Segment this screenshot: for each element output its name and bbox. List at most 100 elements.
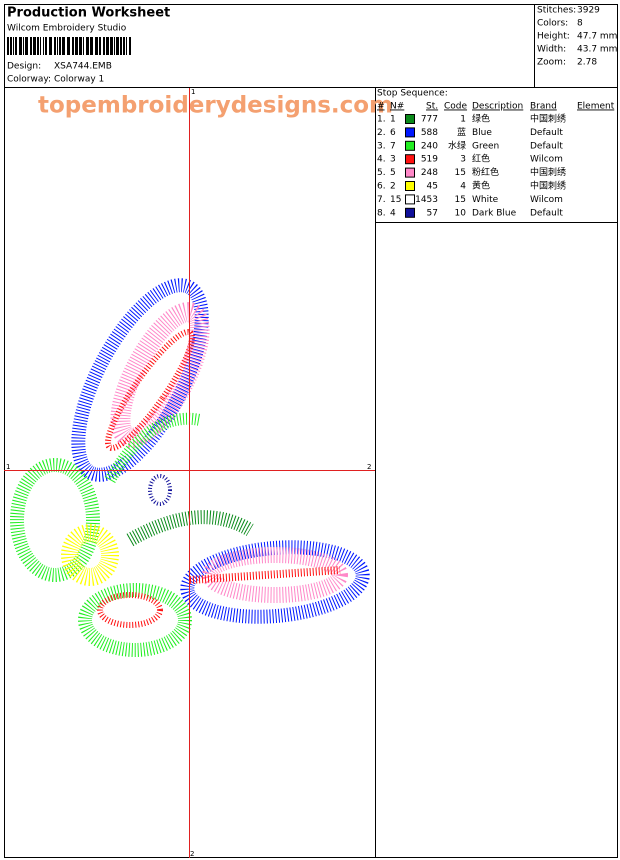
barcode-bar [72, 37, 74, 55]
design-label: Design: [7, 62, 41, 72]
cell-code: 15 [455, 195, 466, 205]
embroidery [10, 278, 370, 657]
cell-description: Blue [472, 128, 492, 138]
watermark: topembroiderydesigns.com [38, 93, 393, 119]
colorway-value: Colorway 1 [54, 75, 104, 85]
cell-n: 2 [390, 182, 396, 192]
color-swatch [405, 154, 415, 165]
barcode-bar [33, 37, 36, 55]
barcode-bar [75, 37, 78, 55]
cell-description: 黄色 [472, 180, 490, 192]
cell-description: Green [472, 141, 499, 151]
stat-value: 8 [577, 19, 583, 29]
cell-n: 3 [390, 155, 396, 165]
stat-value: 47.7 mm [577, 32, 617, 42]
cell-n: 6 [390, 128, 396, 138]
outer-border [4, 4, 618, 858]
barcode-bar [15, 37, 17, 55]
barcode-bar [86, 37, 89, 55]
cell-brand: 中国刺绣 [530, 113, 566, 125]
cell-brand: Default [530, 128, 563, 138]
barcode-bar [95, 37, 98, 55]
cell-st: 248 [421, 168, 438, 178]
stat-label: Zoom: [537, 58, 566, 68]
stat-label: Height: [537, 32, 570, 42]
title: Production Worksheet [7, 6, 170, 21]
cell-description: Dark Blue [472, 208, 517, 218]
marker-bottom: 2 [190, 850, 194, 858]
barcode-bar [99, 37, 101, 55]
stop-sequence-table: # N# St. Code Description Brand Element 1. 1 777 1… [377, 102, 615, 219]
barcode-bar [120, 37, 122, 55]
colorway-label: Colorway: [7, 75, 51, 85]
color-swatch [405, 167, 415, 178]
color-swatch [405, 114, 415, 124]
barcode-bar [110, 37, 113, 55]
barcode-bar [13, 37, 14, 55]
cell-num: 4. [377, 155, 386, 165]
cell-n: 4 [390, 208, 396, 218]
marker-left: 1 [6, 463, 10, 471]
column-header: Brand [530, 102, 557, 112]
barcode-bar [30, 37, 32, 55]
cell-num: 3. [377, 141, 386, 151]
stat-value: 2.78 [577, 58, 597, 68]
barcode-bar [7, 37, 9, 55]
stat-value: 43.7 mm [577, 45, 617, 55]
cell-description: 红色 [472, 153, 490, 165]
cell-description: White [472, 195, 499, 205]
barcode-bar [49, 37, 52, 55]
cell-st: 1453 [415, 195, 438, 205]
barcode-bar [106, 37, 109, 55]
color-swatch [405, 207, 415, 218]
cell-st: 519 [421, 155, 438, 165]
cell-brand: 中国刺绣 [530, 180, 566, 192]
cell-num: 1. [377, 115, 386, 125]
column-header: N# [390, 102, 404, 112]
stat-value: 3929 [577, 6, 600, 16]
cell-num: 7. [377, 195, 386, 205]
barcode-bar [45, 37, 47, 55]
cell-code: 15 [455, 168, 466, 178]
cell-st: 588 [421, 128, 438, 138]
cell-code: 4 [460, 182, 466, 192]
column-header: # [377, 102, 385, 112]
subtitle: Wilcom Embroidery Studio [7, 24, 127, 34]
cell-st: 240 [421, 141, 438, 151]
marker-top: 1 [191, 88, 195, 96]
barcode-bar [67, 37, 70, 55]
design-value: XSA744.EMB [54, 62, 112, 72]
cell-st: 45 [427, 182, 438, 192]
cell-code: 10 [455, 208, 467, 218]
barcode-bar [43, 37, 44, 55]
cell-st: 57 [427, 208, 438, 218]
cell-num: 2. [377, 128, 386, 138]
cell-description: 绿色 [472, 113, 490, 125]
barcode-bar [57, 37, 58, 55]
cell-brand: Wilcom [530, 155, 563, 165]
cell-n: 15 [390, 195, 401, 205]
barcode-bar [25, 37, 28, 55]
barcode-bar [123, 37, 125, 55]
barcode-bar [129, 37, 131, 55]
cell-description: 粉红色 [472, 166, 499, 178]
cell-brand: Wilcom [530, 195, 563, 205]
cell-n: 1 [390, 115, 396, 125]
stat-label: Width: [537, 45, 566, 55]
cell-num: 5. [377, 168, 386, 178]
color-swatch [405, 140, 415, 151]
barcode-bar [23, 37, 24, 55]
barcode-bar [10, 37, 12, 55]
barcode-bar [116, 37, 119, 55]
barcode-bar [79, 37, 82, 55]
barcode-bar [83, 37, 84, 55]
cell-brand: Default [530, 141, 563, 151]
stats: Stitches: 3929 Colors: 8 Height: 47.7 mm Width… [537, 6, 617, 68]
marker-right: 2 [367, 463, 371, 471]
column-header: St. [426, 102, 438, 112]
barcode [7, 37, 131, 55]
cell-num: 6. [377, 182, 386, 192]
barcode-bar [59, 37, 61, 55]
cell-code: 水绿 [448, 139, 466, 151]
